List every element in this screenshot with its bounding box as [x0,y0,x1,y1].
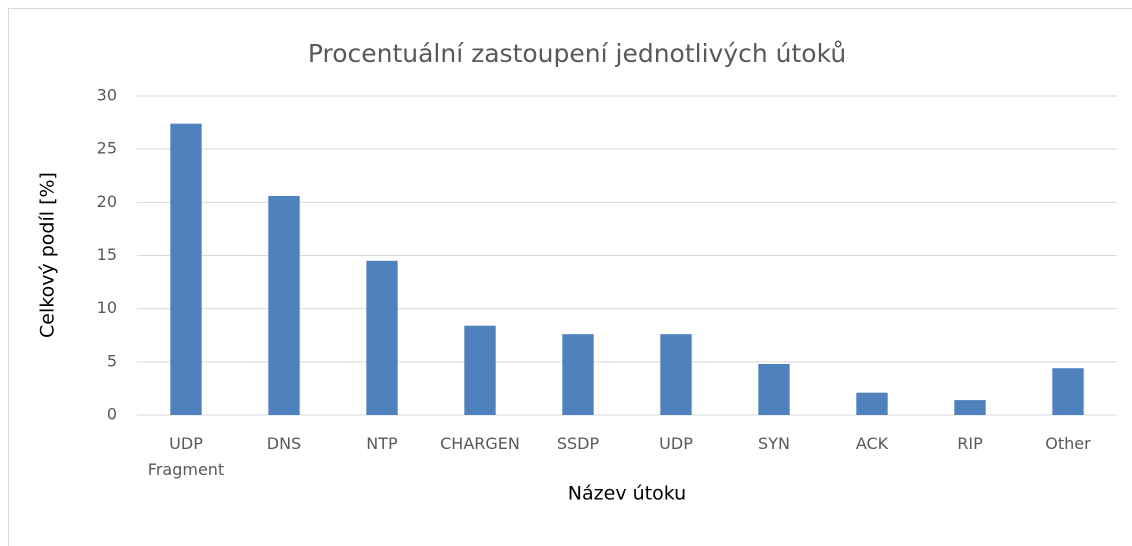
x-tick-label: Other [1045,434,1091,453]
y-axis-title: Celkový podíl [%] [37,172,59,338]
x-tick-label: UDP [659,434,693,453]
bar [1052,368,1084,415]
x-tick-label: DNS [266,434,302,453]
y-tick-label: 10 [97,298,117,317]
y-tick-label: 15 [97,245,117,264]
x-tick-label: SSDP [556,434,600,453]
bar [660,334,692,415]
bar [366,260,398,415]
y-tick-label: 30 [97,86,117,105]
x-tick-label: UDP Fragment [147,434,225,479]
bar [170,123,202,415]
bar [562,334,594,415]
y-tick-label: 20 [97,192,117,211]
bar [464,325,496,415]
bar [856,392,888,415]
x-tick-label: SYN [758,434,790,453]
y-tick-label: 25 [97,139,117,158]
x-tick-label: NTP [366,434,398,453]
chart-title: Procentuální zastoupení jednotlivých úto… [308,39,846,68]
y-tick-label: 0 [107,405,117,424]
x-tick-label: CHARGEN [440,434,520,453]
bar [268,195,300,415]
x-axis-title: Název útoku [568,483,686,505]
bar [954,400,986,415]
x-tick-label: RIP [957,434,983,453]
x-tick-label: ACK [855,434,889,453]
y-tick-label: 5 [107,351,117,370]
bar [758,363,790,415]
